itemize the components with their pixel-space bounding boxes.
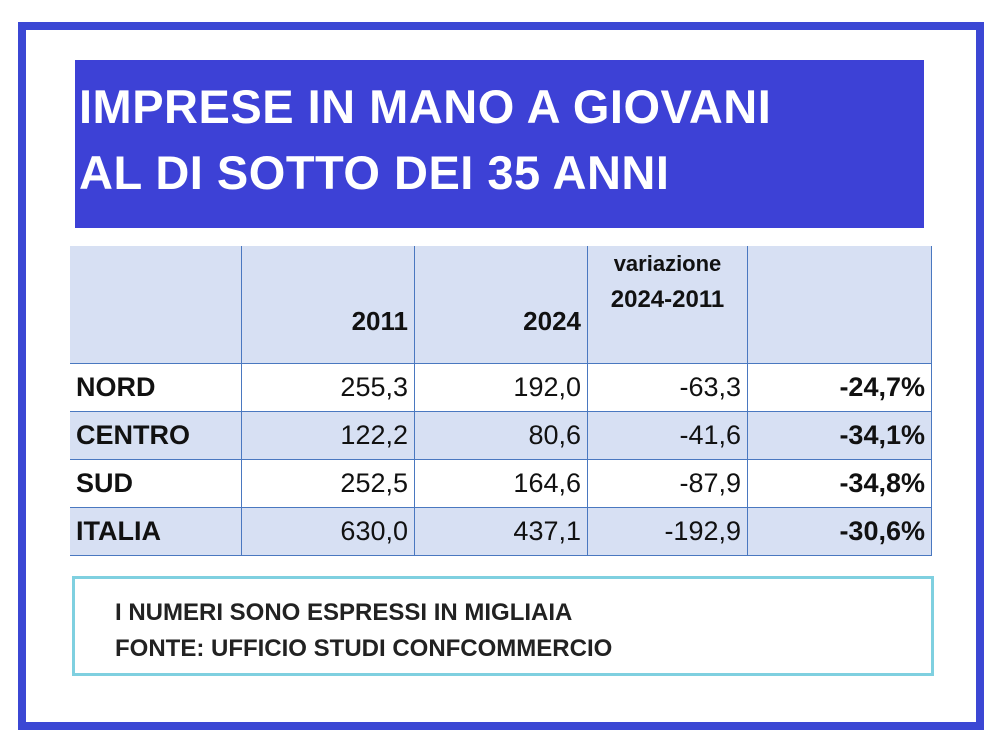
- header-variazione-label: variazione: [613, 251, 722, 276]
- header-variazione-period: 2024-2011: [610, 286, 725, 313]
- region: ITALIA: [70, 507, 242, 556]
- value-diff: -87,9: [587, 459, 748, 508]
- region: SUD: [70, 459, 242, 508]
- table-row: CENTRO 122,2 80,6 -41,6 -34,1%: [70, 411, 932, 460]
- header-empty: [70, 246, 242, 364]
- value-2024: 164,6: [414, 459, 588, 508]
- value-diff: -192,9: [587, 507, 748, 556]
- region: NORD: [70, 363, 242, 412]
- value-2011: 255,3: [241, 363, 415, 412]
- source-note: I NUMERI SONO ESPRESSI IN MIGLIAIA FONTE…: [72, 576, 934, 676]
- value-2011: 630,0: [241, 507, 415, 556]
- table-row: ITALIA 630,0 437,1 -192,9 -30,6%: [70, 507, 932, 556]
- header-2024: 2024: [414, 246, 588, 364]
- header-variazione: variazione 2024-2011: [587, 246, 748, 364]
- value-pct: -24,7%: [747, 363, 932, 412]
- note-source: FONTE: UFFICIO STUDI CONFCOMMERCIO: [115, 635, 613, 662]
- value-pct: -30,6%: [747, 507, 932, 556]
- value-2024: 437,1: [414, 507, 588, 556]
- title-banner: IMPRESE IN MANO A GIOVANI AL DI SOTTO DE…: [75, 60, 924, 228]
- header-row: 2011 2024 variazione 2024-2011: [70, 246, 932, 364]
- data-table: 2011 2024 variazione 2024-2011 NORD 255,3…: [70, 246, 932, 556]
- title-line-2: AL DI SOTTO DEI 35 ANNI: [79, 146, 670, 199]
- value-2024: 192,0: [414, 363, 588, 412]
- value-diff: -63,3: [587, 363, 748, 412]
- table-row: NORD 255,3 192,0 -63,3 -24,7%: [70, 363, 932, 412]
- value-2011: 122,2: [241, 411, 415, 460]
- note-units: I NUMERI SONO ESPRESSI IN MIGLIAIA: [115, 599, 573, 626]
- header-2011: 2011: [241, 246, 415, 364]
- value-pct: -34,1%: [747, 411, 932, 460]
- region: CENTRO: [70, 411, 242, 460]
- table-row: SUD 252,5 164,6 -87,9 -34,8%: [70, 459, 932, 508]
- value-2024: 80,6: [414, 411, 588, 460]
- value-diff: -41,6: [587, 411, 748, 460]
- value-pct: -34,8%: [747, 459, 932, 508]
- value-2011: 252,5: [241, 459, 415, 508]
- header-pct: [747, 246, 932, 364]
- title-line-1: IMPRESE IN MANO A GIOVANI: [79, 80, 772, 133]
